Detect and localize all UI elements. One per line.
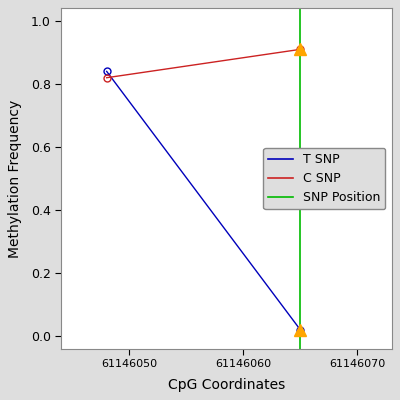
Legend: T SNP, C SNP, SNP Position: T SNP, C SNP, SNP Position (263, 148, 386, 209)
X-axis label: CpG Coordinates: CpG Coordinates (168, 378, 285, 392)
Y-axis label: Methylation Frequency: Methylation Frequency (8, 100, 22, 258)
